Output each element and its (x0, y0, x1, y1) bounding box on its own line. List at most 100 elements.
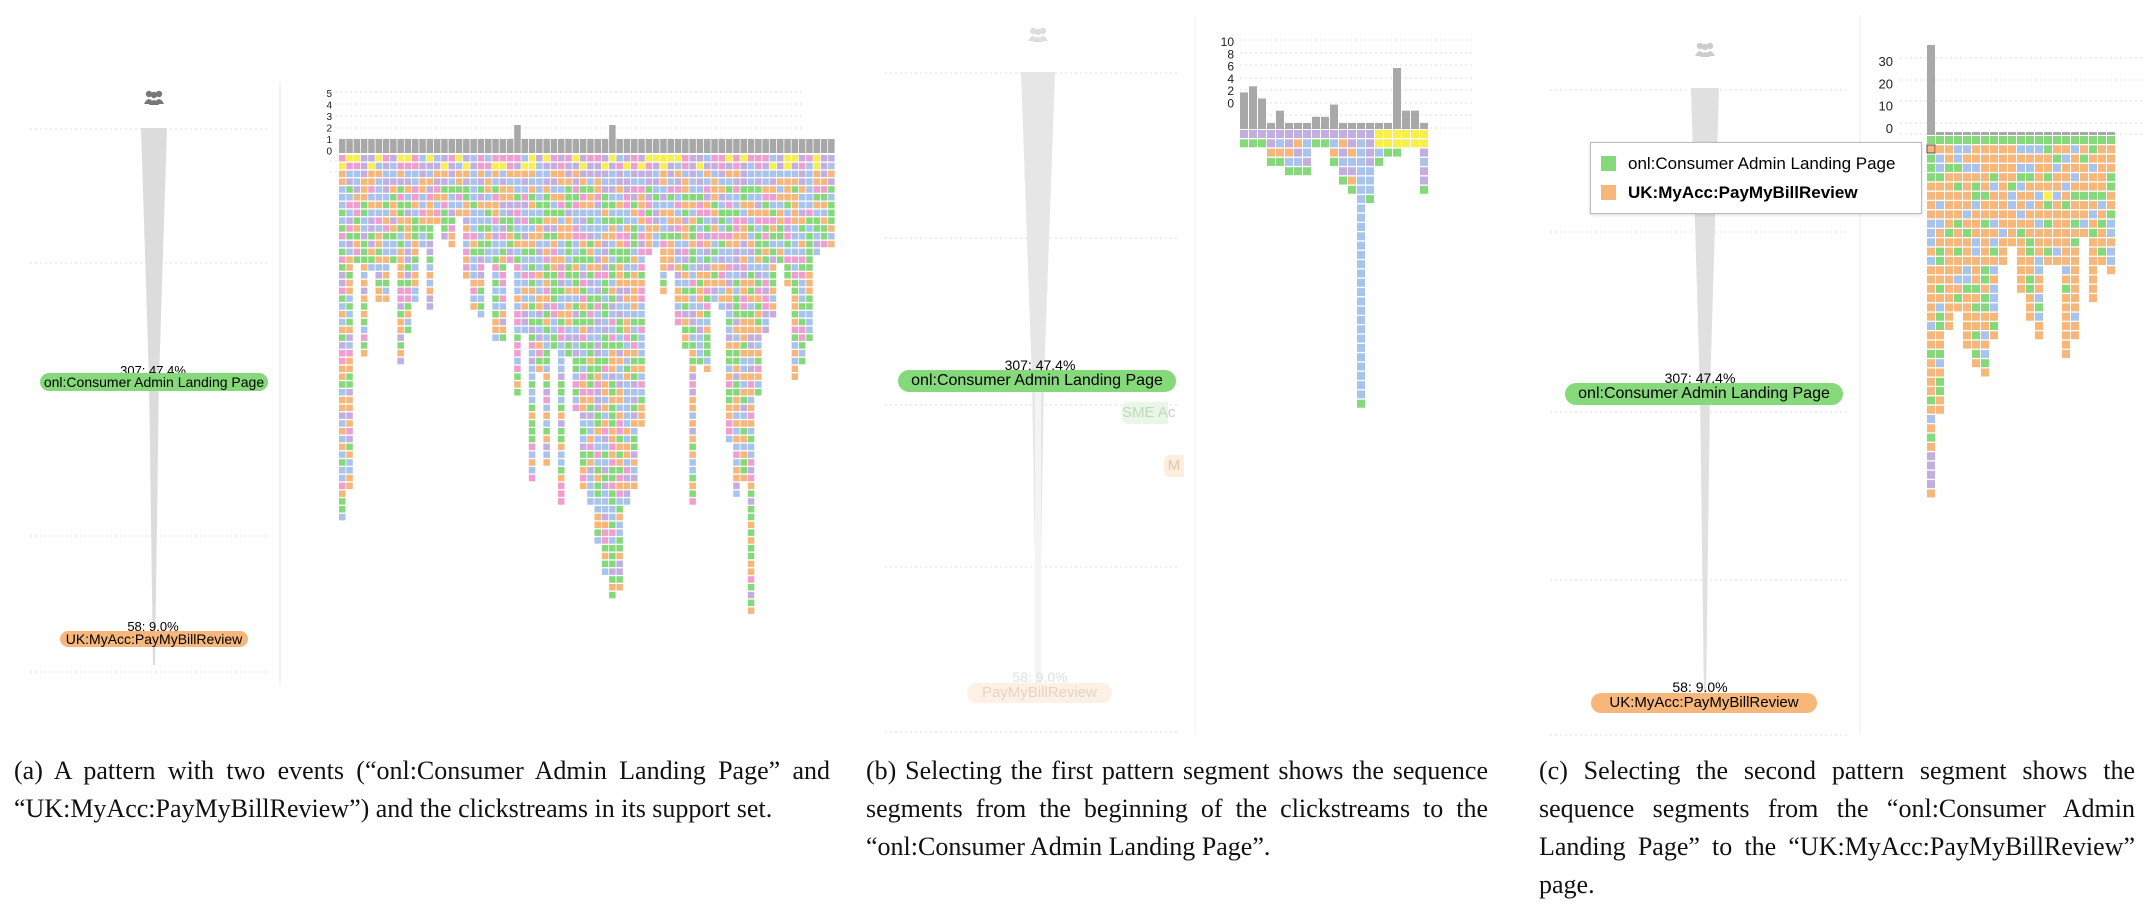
sequence-cell (616, 162, 623, 170)
sequence-cell (433, 170, 441, 178)
sequence-cell (1954, 229, 1962, 237)
sequence-cell (1927, 266, 1935, 275)
sequence-cell (798, 264, 806, 271)
sequence-cell (1312, 130, 1320, 138)
sequence-cell (609, 537, 616, 544)
sequence-cell (704, 209, 711, 217)
sequence-cell (798, 233, 806, 240)
sequence-cell (828, 155, 835, 162)
sequence-cell (346, 451, 353, 458)
panel-b-event2-label[interactable]: PayMyBillReview (967, 683, 1112, 703)
sequence-cell (762, 248, 769, 256)
sequence-cell (492, 201, 499, 209)
sequence-cell (1981, 182, 1989, 191)
sequence-cell (594, 240, 601, 248)
sequence-cell (1366, 195, 1374, 204)
sequence-cell (740, 256, 747, 263)
sequence-cell (448, 178, 455, 185)
sequence-cell (609, 373, 616, 380)
sequence-cell (2071, 294, 2079, 303)
sequence-cell (652, 186, 660, 193)
panel-c-event2-label[interactable]: UK:MyAcc:PayMyBillReview (1591, 693, 1817, 713)
sequence-cell (609, 490, 616, 497)
sequence-cell (2044, 191, 2052, 200)
sequence-cell (623, 404, 631, 412)
sequence-cell (499, 248, 507, 256)
y-tick-label: 10 (1221, 35, 1235, 49)
sequence-cell (762, 295, 769, 302)
sequence-cell (609, 568, 616, 575)
sequence-cell (747, 287, 755, 295)
sequence-cell (514, 162, 521, 170)
sequence-cell (353, 178, 361, 185)
sequence-cell (1420, 157, 1428, 166)
sequence-cell (645, 162, 653, 170)
sequence-cell (594, 186, 601, 193)
panel-c-event1-label[interactable]: onl:Consumer Admin Landing Page (1565, 383, 1843, 405)
sequence-cell (660, 178, 667, 185)
sequence-cell (2044, 173, 2052, 182)
sequence-cell (725, 287, 733, 295)
sequence-cell (1357, 213, 1365, 222)
sequence-cell (725, 272, 733, 279)
sequence-cell (448, 201, 455, 209)
sequence-cell (609, 318, 616, 326)
sequence-cell (470, 240, 477, 248)
sequence-cell (558, 428, 565, 435)
sequence-cell (594, 428, 601, 435)
sequence-cell (601, 521, 609, 529)
sequence-cell (1357, 390, 1365, 399)
sequence-cell (740, 467, 747, 474)
sequence-cell (441, 155, 448, 162)
sequence-cell (733, 178, 740, 185)
sequence-cell (579, 170, 587, 178)
sequence-cell (360, 350, 368, 357)
sequence-cell (623, 326, 631, 334)
sequence-cell (2035, 210, 2043, 219)
sequence-cell (1927, 284, 1935, 293)
sequence-cell (506, 170, 514, 178)
sequence-cell (594, 529, 601, 536)
sequence-cell (696, 264, 704, 271)
support-bar (1420, 122, 1428, 129)
sequence-cell (674, 248, 682, 256)
sequence-cell (747, 435, 755, 443)
sequence-cell (711, 170, 718, 178)
sequence-cell (689, 474, 696, 482)
sequence-cell (609, 201, 616, 209)
sequence-cell (1936, 275, 1944, 284)
sequence-cell (696, 162, 704, 170)
sequence-cell (397, 357, 404, 365)
panel-b-event1-label[interactable]: onl:Consumer Admin Landing Page (898, 370, 1176, 392)
sequence-cell (346, 162, 353, 170)
sequence-cell (514, 240, 521, 248)
sequence-cell (791, 287, 799, 295)
sequence-cell (2080, 136, 2088, 144)
sequence-cell (674, 272, 682, 279)
sequence-cell (550, 279, 558, 287)
sequence-cell (704, 326, 711, 334)
support-bar (499, 139, 507, 153)
sequence-cell (594, 435, 601, 443)
sequence-cell (631, 396, 638, 404)
sequence-cell (528, 420, 536, 427)
sequence-cell (631, 155, 638, 162)
sequence-cell (791, 295, 799, 302)
sequence-cell (594, 295, 601, 302)
sequence-cell (689, 404, 696, 412)
sequence-cell (550, 303, 558, 310)
sequence-cell (733, 264, 740, 271)
sequence-cell (696, 225, 704, 232)
panel-a-event2-label[interactable]: UK:MyAcc:PayMyBillReview (60, 631, 248, 647)
sequence-cell (572, 186, 580, 193)
sequence-cell (543, 186, 550, 193)
sequence-cell (2035, 154, 2043, 163)
panel-a-event1-label[interactable]: onl:Consumer Admin Landing Page (40, 373, 268, 391)
sequence-cell (346, 373, 353, 380)
sequence-cell (594, 412, 601, 419)
sequence-cell (572, 389, 580, 396)
sequence-cell (747, 482, 755, 490)
sequence-cell (2053, 201, 2061, 210)
sequence-cell (806, 240, 813, 248)
sequence-cell (755, 279, 762, 287)
